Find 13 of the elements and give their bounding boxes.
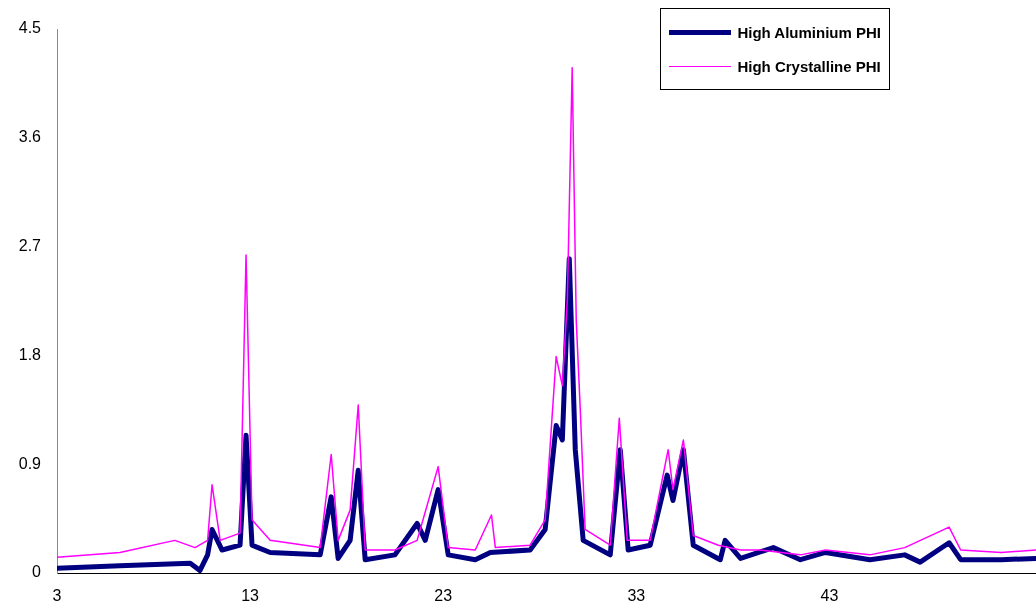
x-tick-label: 43: [820, 587, 839, 605]
y-tick-label: 3.6: [18, 128, 42, 146]
x-tick-label: 13: [241, 587, 260, 605]
x-tick-label: 3: [52, 587, 62, 605]
y-tick-label: 4.5: [18, 19, 42, 37]
y-tick-label: 2.7: [18, 237, 42, 255]
y-tick-label: 1.8: [18, 345, 42, 363]
y-tick-label: 0: [32, 563, 42, 581]
y-tick-label: 0.9: [18, 454, 42, 472]
x-tick-label: 33: [627, 587, 646, 605]
legend-label: High Crystalline PHI: [737, 57, 881, 75]
x-tick-label: 23: [434, 587, 453, 605]
legend-label: High Aluminium PHI: [737, 23, 881, 41]
